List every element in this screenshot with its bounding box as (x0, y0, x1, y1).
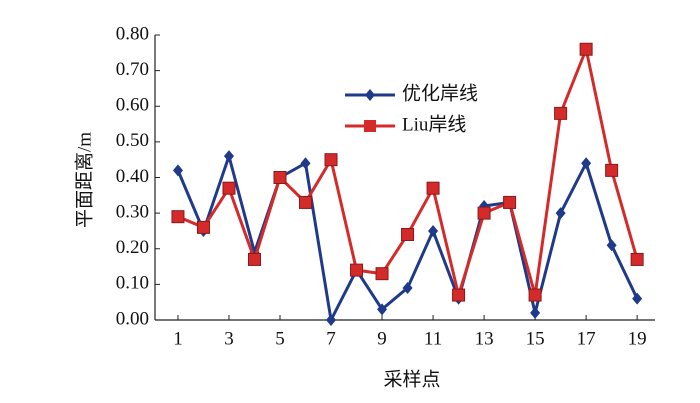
y-tick-label: 0.00 (116, 308, 149, 329)
point (401, 228, 415, 241)
point (452, 288, 466, 302)
point (554, 106, 568, 120)
y-tick-label: 0.50 (116, 130, 149, 151)
point (171, 210, 185, 224)
point (581, 157, 592, 170)
y-axis-label: 平面距离/m (73, 132, 95, 228)
point (196, 220, 210, 234)
point (247, 252, 261, 266)
point (223, 150, 234, 163)
y-tick-label: 0.20 (116, 237, 149, 258)
x-axis-label: 采样点 (383, 368, 440, 390)
x-tick-label: 7 (326, 328, 336, 349)
x-tick-label: 5 (275, 328, 285, 349)
y-tick-label: 0.10 (116, 273, 149, 294)
point (477, 206, 491, 220)
x-tick-label: 17 (577, 328, 596, 349)
legend-marker (364, 120, 376, 132)
x-tick-label: 13 (475, 328, 494, 349)
point (326, 314, 337, 326)
point (630, 252, 644, 266)
x-tick-label: 1 (173, 328, 183, 349)
point (632, 292, 643, 305)
point (273, 171, 287, 184)
point (606, 239, 617, 252)
point (530, 306, 541, 319)
point (579, 42, 593, 56)
point (402, 281, 413, 294)
point (375, 267, 389, 281)
point (428, 224, 439, 237)
point (426, 181, 440, 195)
point (299, 195, 313, 209)
point (222, 181, 236, 195)
point (555, 207, 566, 220)
y-tick-label: 0.40 (116, 166, 149, 187)
point (172, 164, 183, 177)
y-tick-label: 0.70 (116, 59, 149, 80)
point (350, 263, 364, 277)
legend-marker (365, 89, 375, 101)
legend-label: 优化岸线 (402, 82, 478, 104)
x-tick-label: 19 (628, 328, 647, 349)
x-tick-label: 11 (424, 328, 442, 349)
y-tick-label: 0.30 (116, 201, 149, 222)
x-tick-label: 3 (224, 328, 234, 349)
y-tick-label: 0.60 (116, 95, 149, 116)
y-tick-label: 0.80 (116, 23, 149, 44)
legend-label: Liu岸线 (402, 113, 466, 135)
x-tick-label: 9 (377, 328, 387, 349)
point (503, 195, 517, 209)
point (528, 288, 542, 302)
point (605, 163, 619, 177)
x-tick-label: 15 (526, 328, 545, 349)
point (324, 153, 338, 167)
point (300, 157, 311, 170)
point (377, 303, 388, 316)
